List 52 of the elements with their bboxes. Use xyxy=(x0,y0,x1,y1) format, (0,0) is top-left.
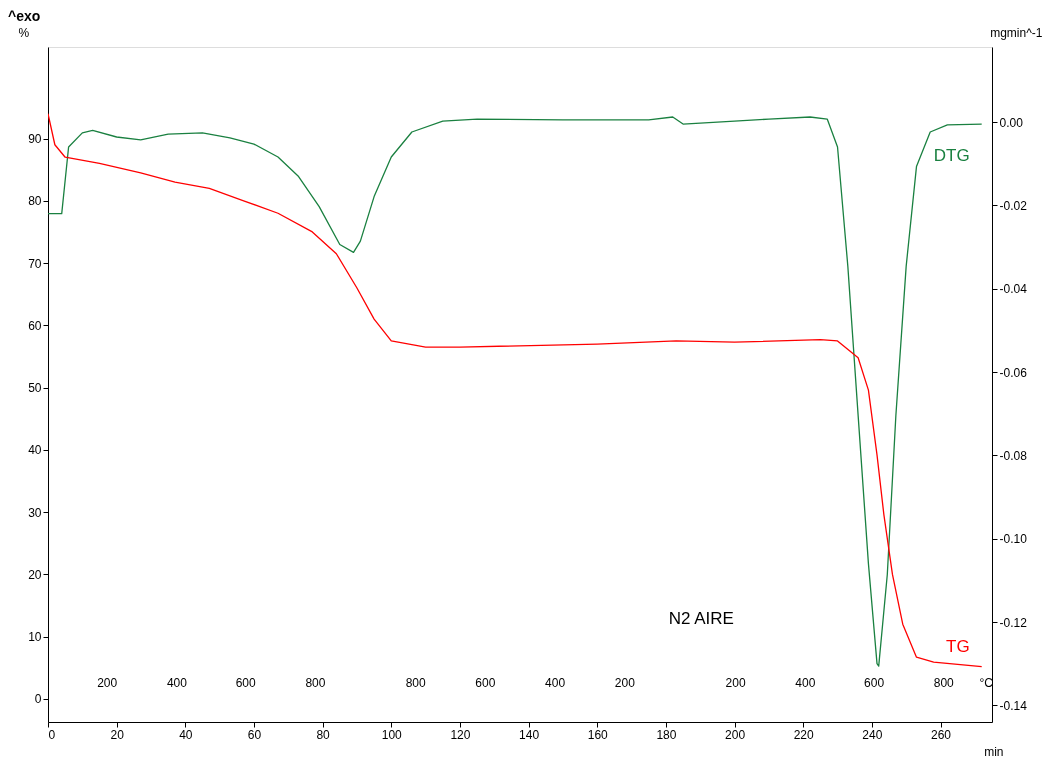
x-tick-label: 20 xyxy=(110,727,125,742)
x-tick-label: 240 xyxy=(862,727,883,742)
x-tick-label: 180 xyxy=(656,727,677,742)
annotation: 400 xyxy=(795,676,816,690)
y2-tick-label: -0.02 xyxy=(999,198,1028,213)
x-tick-label: 60 xyxy=(247,727,262,742)
y-tick-label: 30 xyxy=(28,505,42,520)
x-tick-label: 260 xyxy=(930,727,952,742)
annotation: 800 xyxy=(405,676,427,690)
x-tick-label: 220 xyxy=(793,727,815,742)
x-tick-label: 80 xyxy=(316,727,331,742)
y-tick-label: 10 xyxy=(28,630,42,645)
y2-tick-label: 0.00 xyxy=(999,115,1024,130)
y2-tick-label: -0.12 xyxy=(999,615,1028,630)
y2-axis-title: mgmin^-1 xyxy=(990,25,1043,40)
x-tick-label: 120 xyxy=(450,727,471,742)
y2-tick-label: -0.14 xyxy=(999,698,1028,713)
series-label: DTG xyxy=(933,146,970,166)
y2-tick-label: -0.10 xyxy=(999,532,1028,547)
annotation: 400 xyxy=(545,676,566,690)
annotation: 200 xyxy=(97,676,118,690)
annotation: 600 xyxy=(475,676,496,690)
x-tick-label: 160 xyxy=(587,727,609,742)
series-label: TG xyxy=(946,636,970,656)
y-tick-label: 80 xyxy=(28,194,42,209)
annotation: 800 xyxy=(933,676,955,690)
y-tick-label: 50 xyxy=(28,381,42,396)
annotation: 400 xyxy=(166,676,188,690)
y-tick-label: 20 xyxy=(28,567,42,582)
annotation: 600 xyxy=(864,676,885,690)
annotation: 200 xyxy=(725,676,746,690)
y2-tick-label: -0.04 xyxy=(999,282,1028,297)
annotation: 200 xyxy=(614,676,636,690)
y-tick-label: 90 xyxy=(28,132,42,147)
y-tick-label: 60 xyxy=(28,318,42,333)
y2-tick-label: -0.08 xyxy=(999,448,1028,463)
annotation: N2 AIRE xyxy=(668,609,734,628)
y2-tick-label: -0.06 xyxy=(999,365,1028,380)
annotation: °C xyxy=(979,676,994,690)
x-axis-title: min xyxy=(984,744,1004,759)
x-tick-label: 200 xyxy=(725,727,746,742)
text: ^exo xyxy=(8,8,41,24)
x-tick-label: 40 xyxy=(179,727,193,742)
x-tick-label: 100 xyxy=(381,727,403,742)
annotation: 800 xyxy=(305,676,326,690)
y-tick-label: 70 xyxy=(28,256,42,271)
annotation: 600 xyxy=(235,676,257,690)
x-tick-label: 0 xyxy=(48,727,56,742)
y-tick-label: 0 xyxy=(34,692,42,707)
y-tick-label: 40 xyxy=(28,443,42,458)
x-tick-label: 140 xyxy=(519,727,540,742)
y-axis-title: % xyxy=(18,25,30,40)
